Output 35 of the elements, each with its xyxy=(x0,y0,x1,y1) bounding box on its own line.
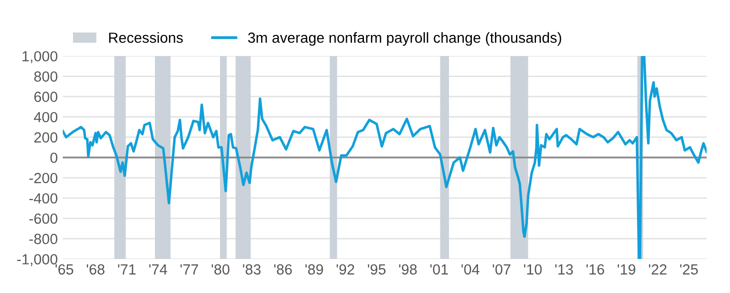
x-tick-label: '86 xyxy=(274,264,292,275)
x-tick-label: '01 xyxy=(430,264,448,275)
x-tick-label: '22 xyxy=(648,264,666,274)
legend-label: 3m average nonfarm payroll change (thousands) xyxy=(248,32,562,46)
x-tick-label: '68 xyxy=(86,264,104,275)
y-tick-label: 0 xyxy=(50,152,58,163)
x-tick-label: '95 xyxy=(368,264,386,275)
x-tick-label: '10 xyxy=(524,264,542,275)
y-tick-label: -800 xyxy=(29,234,58,244)
x-tick-label: '25 xyxy=(680,264,698,275)
x-tick-label: '98 xyxy=(399,264,417,275)
x-tick-label: '83 xyxy=(242,264,261,275)
line-series xyxy=(62,56,707,260)
y-tick-label: -1,000 xyxy=(17,254,58,266)
x-tick-label: '04 xyxy=(462,264,480,275)
y-tick-label: -600 xyxy=(29,214,58,224)
y-tick-label: 400 xyxy=(34,112,58,122)
y-tick-label: -200 xyxy=(29,172,58,184)
y-tick-label: -400 xyxy=(29,193,58,204)
x-tick-label: '13 xyxy=(555,264,573,275)
x-tick-label: '16 xyxy=(586,264,604,275)
legend-label: Recessions xyxy=(109,32,183,43)
y-tick-label: 200 xyxy=(34,132,58,143)
y-tick-label: 600 xyxy=(34,92,58,102)
y-tick-label: 800 xyxy=(34,71,58,82)
x-tick-label: '71 xyxy=(118,264,136,274)
y-tick-label: 1,000 xyxy=(22,51,58,64)
x-tick-label: '74 xyxy=(149,264,168,274)
x-tick-label: '77 xyxy=(180,264,198,274)
x-tick-label: '89 xyxy=(305,264,323,275)
x-tick-label: '19 xyxy=(618,264,636,275)
x-tick-label: '92 xyxy=(336,264,354,275)
x-tick-label: '80 xyxy=(212,264,230,275)
x-tick-label: '07 xyxy=(492,264,510,275)
x-tick-label: '65 xyxy=(56,264,74,275)
